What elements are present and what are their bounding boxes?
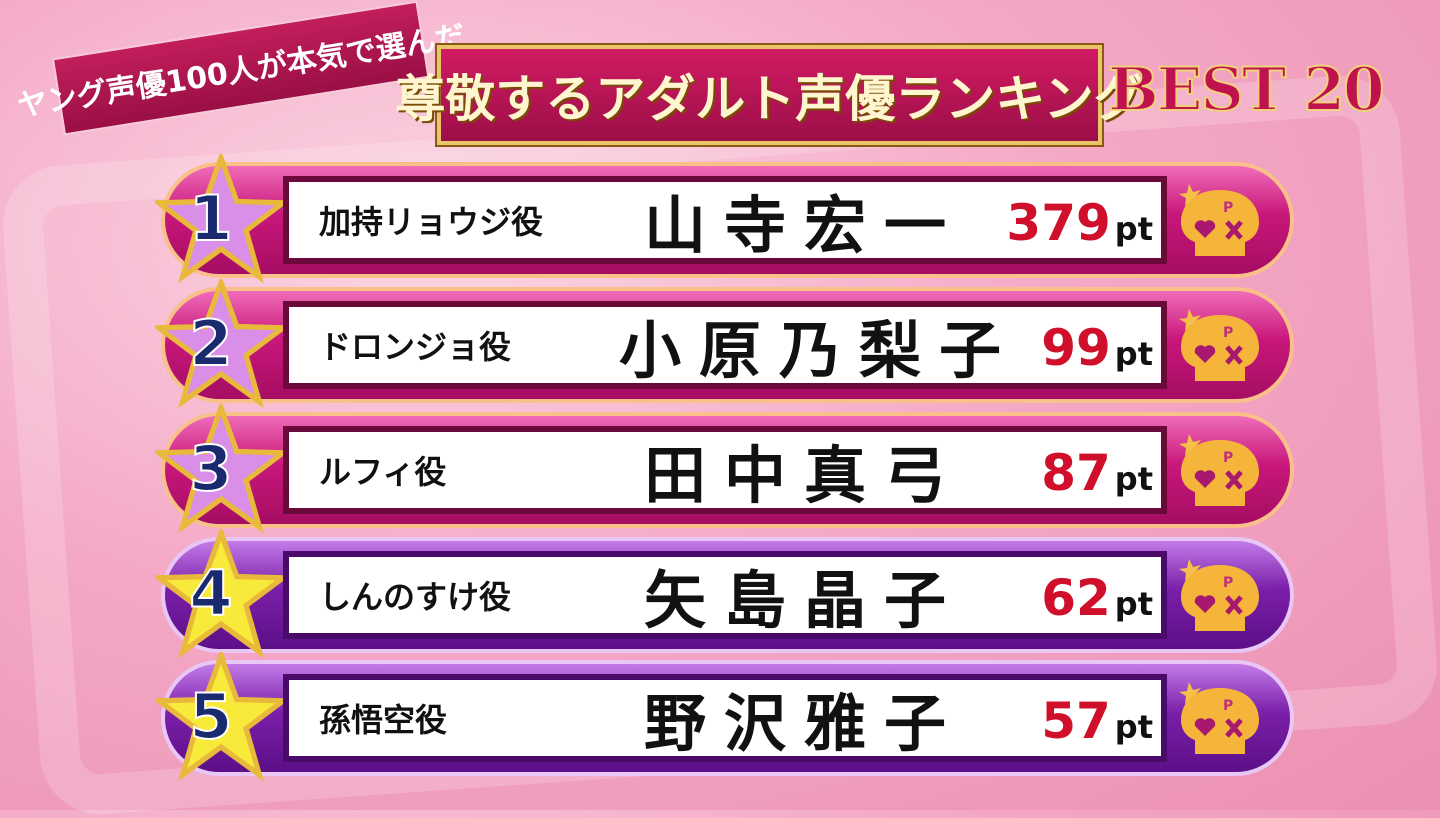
points-unit: pt [1114,460,1153,498]
skull-logo-icon: P [1175,180,1265,262]
points: 87 pt [1041,444,1153,502]
points: 99 pt [1041,319,1153,377]
star-icon: 3 [151,400,291,536]
skull-letter: P [1223,575,1233,591]
voice-actor-name: 矢島晶子 [643,564,964,637]
role-label: しんのすけ役 [319,578,512,616]
star-icon: 5 [151,648,291,784]
points-value: 57 [1041,692,1111,750]
points-unit: pt [1114,210,1153,248]
role-label: ルフィ役 [319,453,447,491]
points-value: 87 [1041,444,1111,502]
rank-number: 3 [188,431,233,506]
voice-actor-name: 野沢雅子 [643,687,964,760]
entry-card: 孫悟空役 野沢雅子 57 pt [283,674,1167,762]
points-unit: pt [1114,335,1153,373]
skull-letter: P [1223,698,1233,714]
ranking-row: 3 ルフィ役 田中真弓 87 pt P [151,400,1290,534]
rank-number: 1 [188,181,233,256]
ranking-row: 1 加持リョウジ役 山寺宏一 379 pt P [151,150,1290,284]
skull-logo-icon: P [1175,678,1265,760]
star-icon: 1 [151,150,291,286]
points-value: 62 [1041,569,1111,627]
rank-number: 5 [188,679,233,754]
entry-card: ルフィ役 田中真弓 87 pt [283,426,1167,514]
rank-number: 4 [188,556,233,631]
skull-letter: P [1223,325,1233,341]
skull-logo-icon: P [1175,430,1265,512]
skull-logo-icon: P [1175,555,1265,637]
voice-actor-name: 山寺宏一 [643,189,964,262]
points-value: 99 [1041,319,1111,377]
ranking-row: 2 ドロンジョ役 小原乃梨子 99 pt P [151,275,1290,409]
points: 62 pt [1041,569,1153,627]
best-badge: BEST 20 [1107,54,1386,126]
entry-card: 加持リョウジ役 山寺宏一 379 pt [283,176,1167,264]
points: 57 pt [1041,692,1153,750]
entry-card: しんのすけ役 矢島晶子 62 pt [283,551,1167,639]
points-value: 379 [1006,194,1111,252]
voice-actor-name: 田中真弓 [643,439,964,512]
points-unit: pt [1114,585,1153,623]
role-label: ドロンジョ役 [319,328,512,366]
role-label: 孫悟空役 [319,701,448,739]
points: 379 pt [1006,194,1153,252]
voice-actor-name: 小原乃梨子 [619,314,1020,387]
skull-letter: P [1223,200,1233,216]
skull-letter: P [1223,450,1233,466]
entry-card: ドロンジョ役 小原乃梨子 99 pt [283,301,1167,389]
page-title: 尊敬するアダルト声優ランキング [395,45,1144,145]
star-icon: 4 [151,525,291,661]
rank-number: 2 [188,306,233,381]
subtitle-ribbon: ヤング声優100人が本気で選んだ [15,0,468,136]
role-label: 加持リョウジ役 [319,203,544,241]
skull-logo-icon: P [1175,305,1265,387]
ranking-row: 5 孫悟空役 野沢雅子 57 pt P [151,648,1290,782]
ranking-row: 4 しんのすけ役 矢島晶子 62 pt P [151,525,1290,659]
points-unit: pt [1114,708,1153,746]
star-icon: 2 [151,275,291,411]
